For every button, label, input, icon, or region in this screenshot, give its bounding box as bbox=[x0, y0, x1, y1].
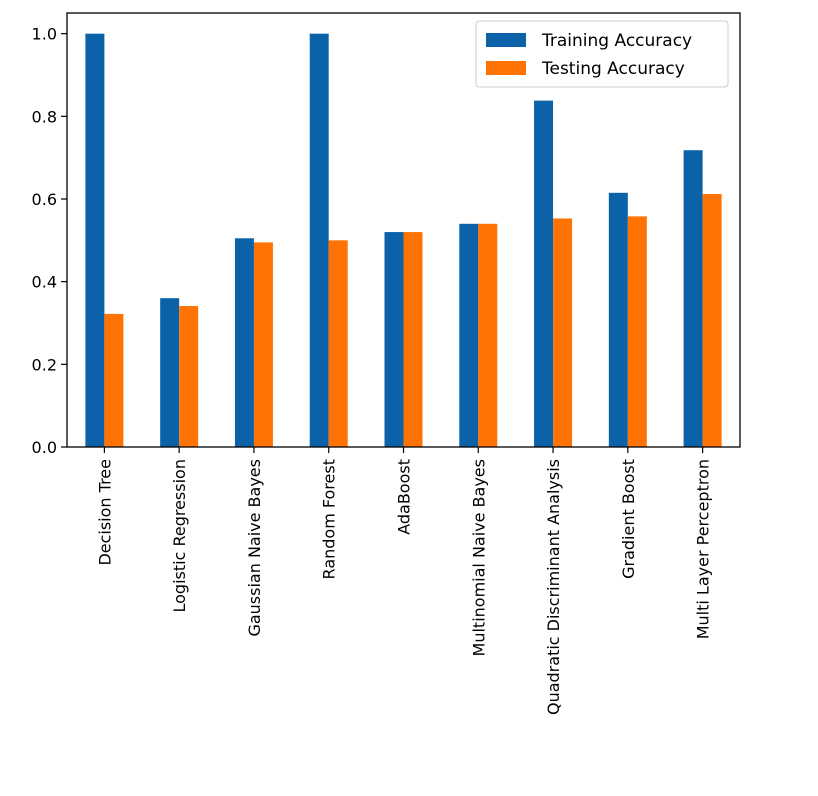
y-tick-label: 0.4 bbox=[32, 273, 57, 292]
bar-training-8 bbox=[608, 192, 628, 447]
bar-training-3 bbox=[234, 238, 254, 447]
legend-swatch-testing bbox=[486, 61, 526, 75]
bars-group bbox=[85, 33, 722, 448]
x-tick-label: Gaussian Naive Bayes bbox=[245, 459, 264, 637]
y-tick-label: 0.0 bbox=[32, 438, 57, 457]
x-tick-label: Decision Tree bbox=[95, 459, 114, 566]
bar-training-1 bbox=[85, 33, 105, 448]
bar-testing-3 bbox=[253, 242, 273, 447]
x-axis: Decision Tree Logistic Regression Gaussian… bbox=[95, 447, 713, 715]
bar-training-5 bbox=[384, 232, 404, 447]
x-tick-label: Gradient Boost bbox=[619, 459, 638, 579]
bar-training-2 bbox=[160, 298, 180, 447]
bar-training-9 bbox=[683, 150, 703, 448]
legend-box bbox=[475, 20, 729, 88]
y-tick-label: 1.0 bbox=[32, 25, 57, 44]
legend-label-testing: Testing Accuracy bbox=[541, 59, 685, 79]
x-tick-label: Multinomial Naive Bayes bbox=[469, 459, 488, 656]
bar-testing-8 bbox=[627, 216, 647, 447]
y-tick-label: 0.6 bbox=[32, 190, 57, 209]
x-tick-label: AdaBoost bbox=[395, 459, 414, 535]
legend-label-training: Training Accuracy bbox=[541, 31, 692, 51]
bar-testing-9 bbox=[702, 194, 722, 447]
bar-training-6 bbox=[459, 223, 479, 447]
bar-training-7 bbox=[534, 100, 554, 447]
y-tick-label: 0.2 bbox=[32, 355, 57, 374]
bar-testing-1 bbox=[104, 313, 124, 447]
plot-frame bbox=[66, 12, 741, 448]
x-tick-label: Quadratic Discriminant Analysis bbox=[544, 459, 563, 715]
bar-testing-4 bbox=[328, 240, 348, 447]
y-axis: 0.0 0.2 0.4 0.6 0.8 1.0 bbox=[32, 25, 67, 457]
legend-swatch-training bbox=[486, 33, 526, 47]
x-tick-label: Multi Layer Perceptron bbox=[694, 459, 713, 639]
legend: Training Accuracy Testing Accuracy bbox=[475, 20, 729, 88]
bar-testing-2 bbox=[179, 306, 199, 447]
bar-testing-5 bbox=[403, 232, 423, 447]
bar-training-4 bbox=[309, 33, 329, 448]
bar-testing-7 bbox=[553, 218, 573, 447]
bar-testing-6 bbox=[478, 223, 498, 447]
y-tick-label: 0.8 bbox=[32, 107, 57, 126]
x-tick-label: Logistic Regression bbox=[170, 459, 189, 612]
x-tick-label: Random Forest bbox=[320, 459, 339, 579]
